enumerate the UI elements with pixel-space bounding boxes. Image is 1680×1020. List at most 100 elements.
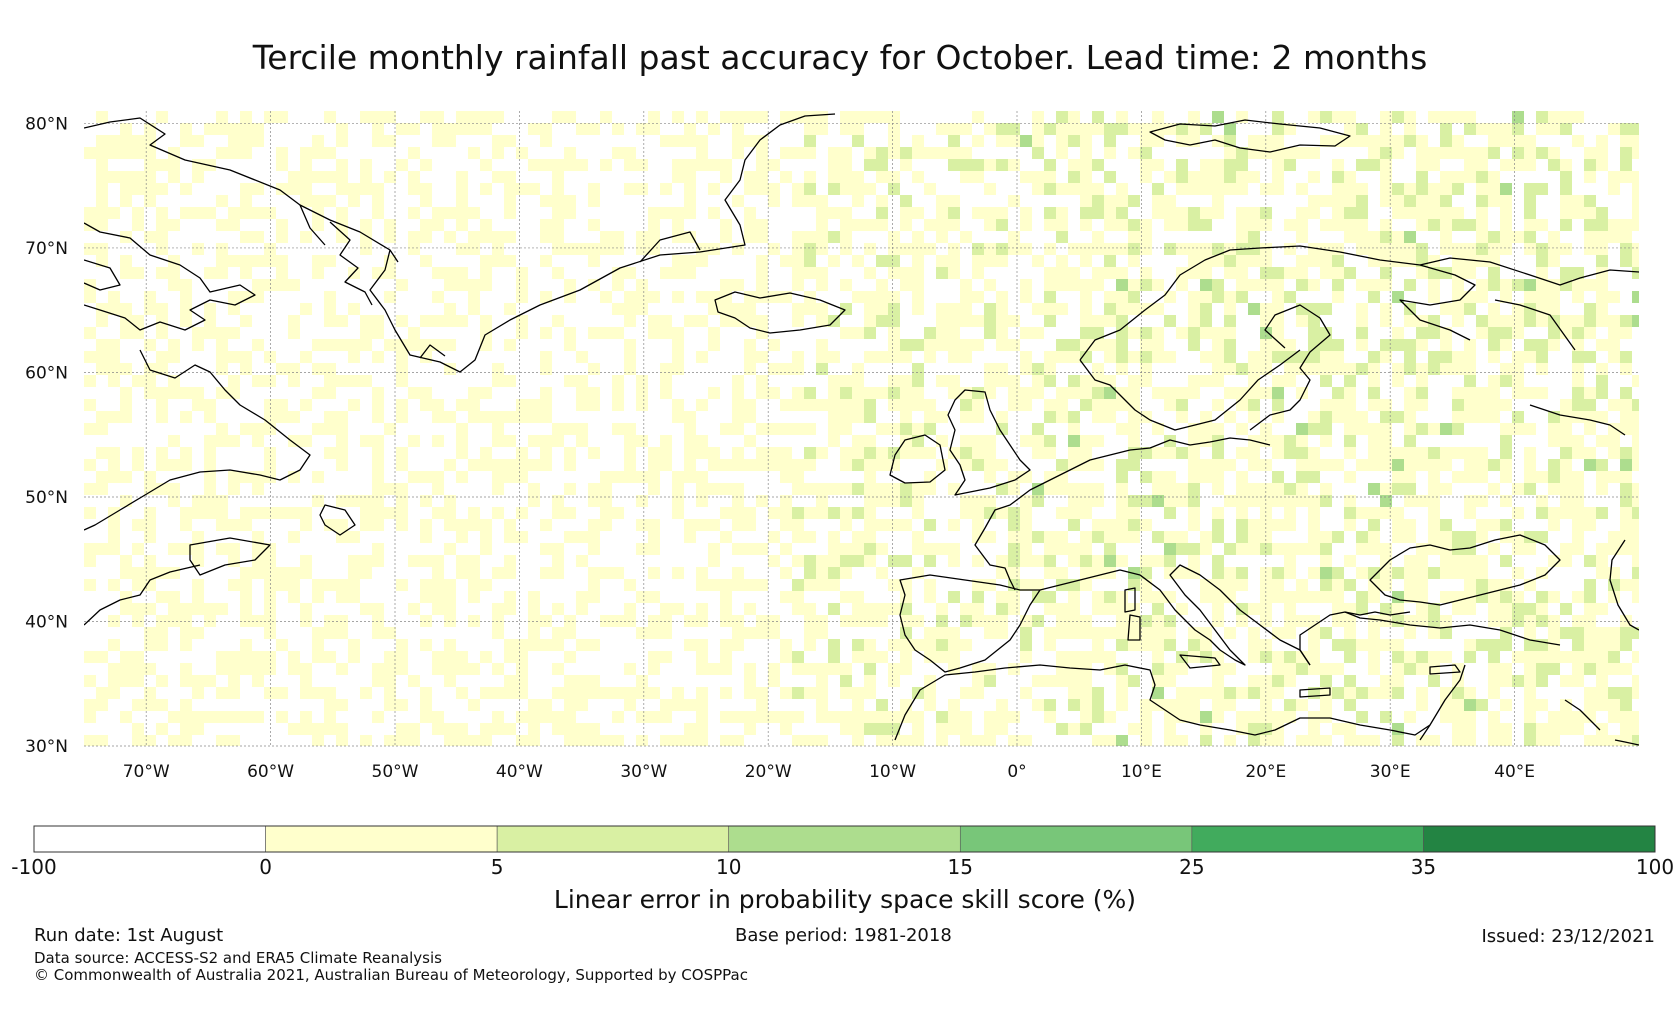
skill-cell	[456, 723, 468, 735]
skill-cell	[672, 207, 684, 219]
skill-cell	[1356, 423, 1368, 435]
skill-cell	[564, 723, 576, 735]
skill-cell	[1140, 171, 1152, 183]
skill-cell	[1284, 699, 1296, 711]
skill-cell	[504, 459, 516, 471]
skill-cell	[1548, 555, 1560, 567]
skill-cell	[804, 639, 816, 651]
skill-cell	[612, 147, 624, 159]
colorbar-segment	[1191, 825, 1424, 853]
white-sea-coast	[1419, 257, 1639, 351]
skill-cell	[1452, 687, 1464, 699]
skill-cell	[1308, 147, 1320, 159]
skill-cell	[1488, 579, 1500, 591]
skill-cell	[1140, 135, 1152, 147]
skill-cell	[1104, 195, 1116, 207]
skill-cell	[1164, 351, 1176, 363]
skill-cell	[1188, 183, 1200, 195]
skill-cell	[1332, 195, 1344, 207]
skill-cell	[588, 519, 600, 531]
skill-cell	[1188, 291, 1200, 303]
skill-cell	[1056, 303, 1068, 315]
skill-cell	[576, 687, 588, 699]
skill-cell	[96, 219, 108, 231]
skill-cell	[648, 459, 660, 471]
skill-cell	[708, 459, 720, 471]
skill-cell	[456, 243, 468, 255]
skill-cell	[1212, 423, 1224, 435]
skill-cell	[204, 507, 216, 519]
skill-cell	[1608, 351, 1620, 363]
skill-cell	[540, 351, 552, 363]
skill-cell	[1020, 327, 1032, 339]
skill-cell	[792, 387, 804, 399]
skill-cell	[1248, 171, 1260, 183]
skill-cell	[900, 519, 912, 531]
skill-cell	[888, 675, 900, 687]
skill-cell	[1500, 339, 1512, 351]
skill-cell	[600, 231, 612, 243]
skill-cell	[648, 627, 660, 639]
skill-cell	[540, 195, 552, 207]
skill-cell	[96, 483, 108, 495]
skill-cell	[648, 315, 660, 327]
latitude-label: 50°N	[25, 488, 68, 508]
skill-cell	[756, 687, 768, 699]
skill-cell	[1536, 531, 1548, 543]
skill-cell	[1236, 543, 1248, 555]
skill-cell	[1416, 207, 1428, 219]
skill-cell	[240, 615, 252, 627]
skill-cell	[1092, 519, 1104, 531]
skill-cell	[1452, 111, 1464, 123]
skill-cell	[1068, 387, 1080, 399]
skill-cell	[948, 519, 960, 531]
skill-cell	[960, 687, 972, 699]
skill-cell	[648, 219, 660, 231]
skill-cell	[1356, 735, 1368, 746]
skill-cell	[684, 231, 696, 243]
skill-cell	[1020, 531, 1032, 543]
skill-cell	[1572, 387, 1584, 399]
skill-cell	[1560, 207, 1572, 219]
skill-cell	[1104, 387, 1116, 399]
skill-cell	[1344, 615, 1356, 627]
colorbar: -100 0 5 10 15 25 35 100 Linear error in probab…	[11, 825, 1674, 914]
skill-cell	[444, 123, 456, 135]
skill-cell	[1140, 471, 1152, 483]
skill-cell	[432, 711, 444, 723]
colorbar-segments	[33, 825, 1656, 853]
skill-cell	[1200, 291, 1212, 303]
skill-cell	[636, 495, 648, 507]
skill-cell	[1044, 435, 1056, 447]
skill-cell	[360, 315, 372, 327]
skill-cell	[1284, 375, 1296, 387]
skill-cell	[1248, 483, 1260, 495]
skill-cell	[456, 555, 468, 567]
skill-cell	[1176, 411, 1188, 423]
skill-cell	[804, 123, 816, 135]
skill-cell	[1164, 627, 1176, 639]
skill-cell	[1128, 459, 1140, 471]
skill-cell	[1404, 399, 1416, 411]
skill-cell	[1380, 183, 1392, 195]
skill-cell	[600, 243, 612, 255]
skill-cell	[120, 399, 132, 411]
skill-cell	[648, 519, 660, 531]
skill-cell	[756, 375, 768, 387]
skill-cell	[1284, 291, 1296, 303]
skill-cell	[792, 519, 804, 531]
skill-cell	[708, 303, 720, 315]
skill-cell	[792, 351, 804, 363]
skill-cell	[960, 711, 972, 723]
skill-cell	[576, 639, 588, 651]
skill-cell	[816, 687, 828, 699]
skill-cell	[1368, 459, 1380, 471]
skill-cell	[1404, 231, 1416, 243]
skill-cell	[360, 519, 372, 531]
skill-cell	[1128, 291, 1140, 303]
skill-cell	[816, 699, 828, 711]
skill-cell	[1572, 639, 1584, 651]
skill-cell	[132, 459, 144, 471]
skill-cell	[1272, 279, 1284, 291]
skill-cell	[1344, 195, 1356, 207]
